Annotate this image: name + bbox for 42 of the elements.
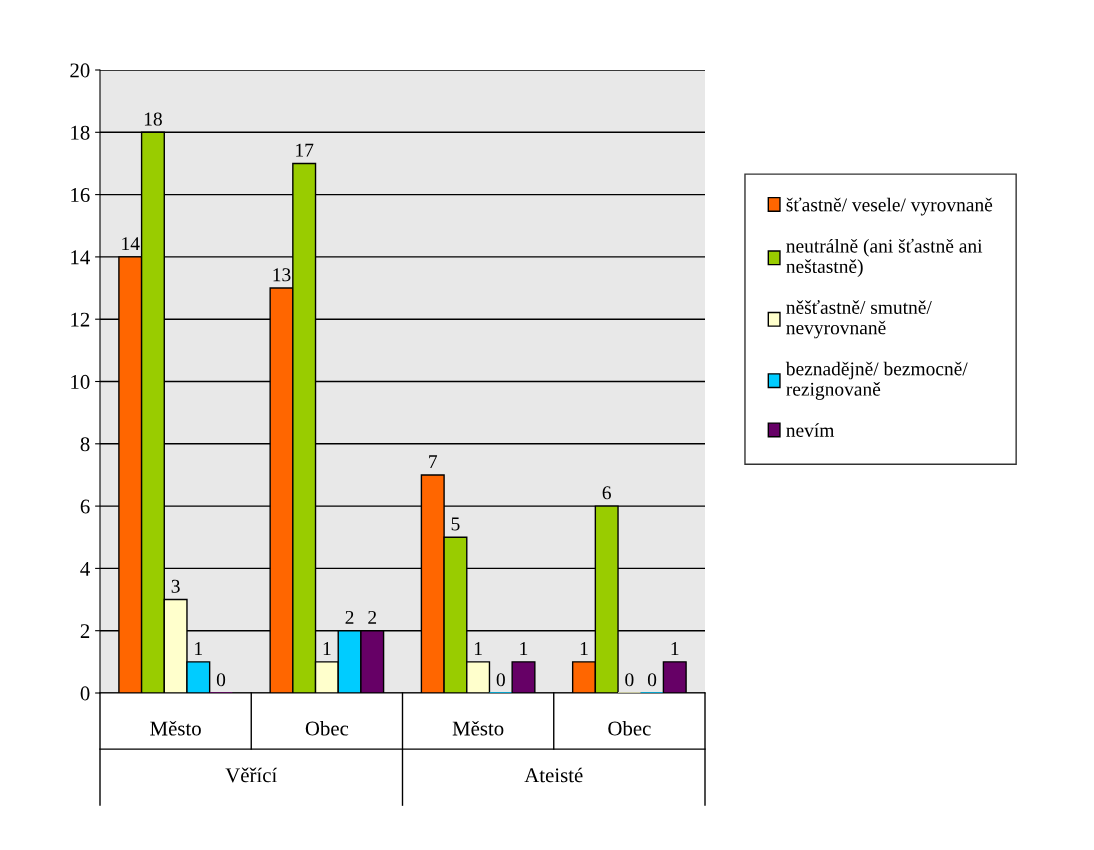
data-label: 1: [520, 642, 528, 655]
data-label: 18: [144, 112, 162, 126]
legend-label: něšťastně/ smutně/ nevyrovnaně: [786, 300, 932, 339]
text: Ateisté: [524, 767, 583, 783]
y-tick-label: 10: [71, 374, 90, 389]
data-label: 1: [671, 642, 679, 655]
data-label: 2: [345, 610, 354, 624]
y-tick-label: 18: [71, 125, 90, 140]
y-tick-label: 0: [80, 686, 90, 701]
data-label: 0: [625, 673, 634, 687]
x-tick-label: Obec: [608, 720, 651, 736]
y-tick-label: 4: [80, 561, 90, 576]
data-label: 3: [171, 579, 180, 593]
y-tick-label: 14: [71, 250, 90, 265]
x-tick-label: Obec: [305, 720, 349, 736]
y-tick-label: 2: [80, 624, 90, 638]
legend-label: neutrálně (ani šťastně ani neštastně): [786, 238, 983, 277]
data-label: 17: [296, 143, 314, 157]
y-tick-label: 6: [80, 499, 90, 514]
data-label: 1: [474, 642, 482, 655]
x-tick-label: Město: [150, 720, 201, 736]
data-label: 1: [580, 642, 588, 655]
x-tick-label: Město: [452, 720, 504, 736]
data-label: 13: [273, 268, 291, 282]
y-tick-label: 20: [70, 63, 90, 78]
data-label: 0: [647, 673, 657, 687]
data-label: 5: [451, 517, 460, 531]
text: Věřící: [225, 767, 278, 783]
y-tick-label: 8: [80, 437, 90, 452]
y-tick-label: 12: [71, 312, 90, 327]
data-label: 0: [216, 673, 226, 687]
data-label: 1: [195, 642, 203, 655]
data-label: 1: [323, 642, 331, 655]
legend-label: šťastně/ vesele/ vyrovnaně: [786, 197, 993, 216]
data-label: 0: [496, 673, 505, 687]
legend-label: nevím: [786, 423, 835, 437]
legend-label: beznadějně/ bezmocně/ rezignovaně: [785, 361, 968, 400]
data-label: 7: [429, 455, 438, 469]
y-tick-label: 16: [71, 188, 90, 203]
data-label: 2: [368, 610, 377, 624]
data-label: 6: [602, 486, 611, 500]
data-label: 14: [122, 237, 140, 250]
